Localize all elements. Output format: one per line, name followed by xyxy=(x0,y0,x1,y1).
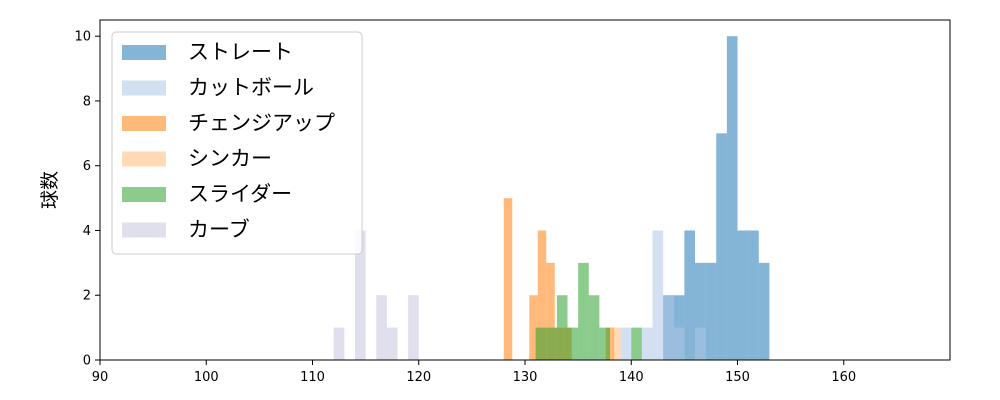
bar-series-0-bin-2 xyxy=(684,230,696,360)
bar-series-4-bin-7 xyxy=(631,327,642,360)
bar-series-5-bin-3 xyxy=(386,327,398,360)
bar-series-4-bin-5 xyxy=(588,295,600,360)
bar-series-5-bin-0 xyxy=(333,327,345,360)
legend-swatch-0 xyxy=(122,45,166,60)
bar-series-5-bin-1 xyxy=(355,230,366,360)
legend-swatch-3 xyxy=(122,151,166,167)
bar-series-5-bin-4 xyxy=(408,295,419,360)
bar-series-0-bin-3 xyxy=(695,262,706,360)
bars-group xyxy=(333,36,770,360)
bar-series-1-bin-4 xyxy=(673,327,685,360)
bar-series-1-bin-0 xyxy=(620,327,632,360)
y-tick-label-0: 0 xyxy=(83,354,91,369)
bar-series-0-bin-5 xyxy=(716,133,727,360)
y-tick-label-5: 10 xyxy=(74,30,91,45)
bar-series-1-bin-5 xyxy=(695,327,706,360)
bar-series-4-bin-0 xyxy=(535,327,547,360)
bar-series-1-bin-1 xyxy=(641,327,653,360)
bar-series-5-bin-2 xyxy=(376,295,387,360)
legend-label-1: カットボール xyxy=(188,76,314,100)
bar-series-2-bin-0 xyxy=(503,198,513,360)
x-axis: 90 100 110 120 130 140 150 160 xyxy=(92,360,856,385)
bar-series-4-bin-2 xyxy=(556,295,568,360)
x-tick-label-2: 110 xyxy=(300,370,325,385)
x-tick-label-0: 90 xyxy=(92,370,109,385)
bar-series-3-bin-0 xyxy=(610,327,621,360)
x-tick-label-3: 120 xyxy=(406,370,431,385)
bar-series-0-bin-8 xyxy=(748,230,759,360)
legend-swatch-5 xyxy=(122,222,166,238)
bar-series-0-bin-4 xyxy=(705,262,717,360)
legend-label-5: カーブ xyxy=(188,218,250,242)
y-tick-label-1: 2 xyxy=(83,289,91,304)
bar-series-4-bin-3 xyxy=(567,327,579,360)
x-tick-label-7: 160 xyxy=(831,370,856,385)
legend-label-4: スライダー xyxy=(188,182,292,206)
x-tick-label-4: 130 xyxy=(513,370,538,385)
legend-swatch-4 xyxy=(122,187,166,202)
bar-series-0-bin-7 xyxy=(737,230,749,360)
bar-series-0-bin-9 xyxy=(758,262,770,360)
bar-series-4-bin-1 xyxy=(546,327,557,360)
bar-series-0-bin-6 xyxy=(726,36,738,360)
bar-series-4-bin-4 xyxy=(578,262,589,360)
bar-series-4-bin-6 xyxy=(599,327,611,360)
x-tick-label-1: 100 xyxy=(194,370,219,385)
legend-label-3: シンカー xyxy=(188,147,272,171)
y-axis-label: 球数 xyxy=(39,171,61,209)
x-tick-label-5: 140 xyxy=(619,370,644,385)
legend-label-2: チェンジアップ xyxy=(188,111,335,135)
legend-label-0: ストレート xyxy=(188,40,293,64)
x-tick-label-6: 150 xyxy=(725,370,750,385)
bar-series-2-bin-2 xyxy=(537,230,547,360)
y-tick-label-4: 8 xyxy=(83,94,91,109)
bar-series-1-bin-3 xyxy=(663,295,674,360)
legend-box xyxy=(111,31,363,255)
y-tick-label-2: 4 xyxy=(83,224,91,239)
bar-series-2-bin-3 xyxy=(546,262,555,360)
bar-series-2-bin-1 xyxy=(529,295,538,360)
legend-swatch-2 xyxy=(122,116,166,131)
bar-series-1-bin-2 xyxy=(652,230,664,360)
legend-swatch-1 xyxy=(122,80,166,96)
y-tick-label-3: 6 xyxy=(83,159,91,174)
y-axis: 0 2 4 6 8 10 xyxy=(74,30,100,369)
